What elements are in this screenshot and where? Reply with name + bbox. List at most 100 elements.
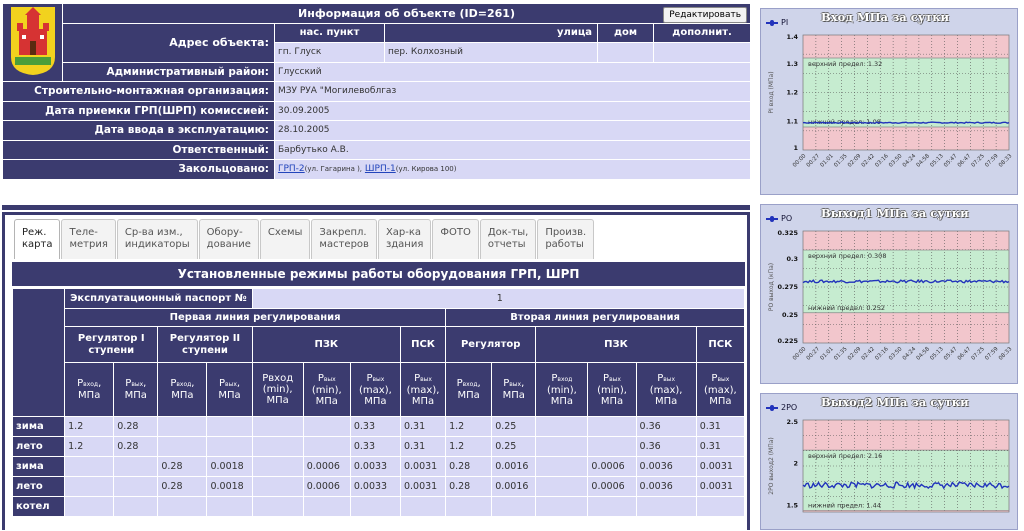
responsible-label: Ответственный: — [2, 139, 275, 160]
tab-label-line2: дование — [206, 239, 251, 250]
district-value: Глусский — [273, 61, 752, 82]
addr-extra — [652, 42, 752, 63]
col-p-in: Pвход, МПа — [157, 362, 208, 417]
acceptance-date-label: Дата приемки ГРП(ШРП) комиссией: — [2, 100, 275, 121]
tab-bar: Реж. карта Теле-метрия Ср-ва изм., индикат… — [14, 219, 595, 259]
legend-label: PO — [781, 214, 793, 223]
y-tick-label: 0.225 — [777, 337, 798, 345]
table-cell — [491, 496, 537, 517]
lower-limit-label: нижний предел: 0.252 — [808, 304, 885, 312]
y-tick-label: 0.325 — [777, 229, 798, 237]
y-tick-label: 0.3 — [786, 255, 798, 263]
tab-masters[interactable]: Закрепл. мастеров — [311, 219, 377, 259]
table-cell: 0.31 — [695, 436, 746, 457]
x-tick-label: 07:59 — [984, 346, 1000, 362]
table-cell: 0.36 — [635, 416, 697, 437]
table-row: лето 1.2 0.28 0.33 0.31 1.2 0.25 0.36 0.31 — [11, 436, 746, 457]
x-tick-label: 07:25 — [970, 346, 986, 362]
loop-link-shrp1[interactable]: ШРП-1 — [364, 164, 396, 175]
row-label: котел — [11, 496, 66, 517]
table-cell — [302, 416, 351, 437]
table-cell: 0.0016 — [491, 476, 537, 497]
tab-label-line2: метрия — [69, 239, 108, 250]
tab-label-line2: мастеров — [319, 239, 369, 250]
table-cell — [535, 436, 589, 457]
table-cell — [251, 496, 304, 517]
upper-limit-label: верхний предел: 0.308 — [808, 252, 886, 260]
castle-icon — [10, 7, 55, 75]
table-cell — [251, 436, 304, 457]
line2-header: Вторая линия регулирования — [445, 308, 745, 327]
tab-documents[interactable]: Док-ты, отчеты — [479, 219, 537, 259]
col-p-out-min: Pвых (min), МПа — [587, 362, 637, 417]
edit-button[interactable]: Редактировать — [663, 7, 748, 23]
x-tick-label: 04:24 — [902, 346, 918, 362]
table-cell — [113, 496, 159, 517]
regime-table: Эксплуатационный паспорт № 1 Первая лини… — [11, 288, 746, 517]
table-cell: 0.0018 — [206, 456, 253, 477]
row-label: зима — [11, 416, 66, 437]
regime-title: Установленные режимы работы оборудования… — [12, 262, 745, 286]
table-cell: 1.2 — [64, 416, 115, 437]
col-p-in-min: Pвход (min), МПа — [535, 362, 589, 417]
pzk2-header: ПЗК — [535, 326, 697, 363]
addr-header-house: дом — [597, 22, 654, 43]
table-row: лето 0.28 0.0018 0.0006 0.0033 0.0031 0.28 0.00… — [11, 476, 746, 497]
table-cell: 0.0018 — [206, 476, 253, 497]
main-area: Информация об объекте (ID=261) Редактиро… — [2, 3, 752, 530]
tab-telemetry[interactable]: Теле-метрия — [61, 219, 116, 259]
tab-schemes[interactable]: Схемы — [259, 219, 311, 259]
loop-note-2: (ул. Кирова 100) — [395, 165, 457, 174]
x-tick-label: 01:35 — [833, 153, 849, 169]
table-cell — [535, 456, 589, 477]
responsible-value: Барбутько А.В. — [273, 139, 752, 160]
table-cell: 1.2 — [64, 436, 115, 457]
tab-mode-map[interactable]: Реж. карта — [14, 219, 61, 259]
x-tick-label: 01:01 — [819, 153, 834, 168]
col-p-out-max: Pвых (max), МПа — [695, 362, 746, 417]
table-cell: 0.0016 — [491, 456, 537, 477]
table-cell — [157, 436, 208, 457]
col-p-in-min: Pвход (min), МПа — [251, 362, 304, 417]
table-cell — [695, 496, 746, 517]
x-tick-label: 01:01 — [819, 346, 834, 361]
table-cell — [113, 476, 159, 497]
object-info-title: Информация об объекте (ID=261) — [298, 6, 515, 20]
tab-equipment[interactable]: Обору-дование — [198, 219, 259, 259]
tab-works[interactable]: Произв. работы — [537, 219, 595, 259]
table-cell — [445, 496, 493, 517]
x-tick-label: 04:58 — [916, 153, 932, 169]
y-tick-label: 1 — [793, 144, 798, 152]
row-label: лето — [11, 436, 66, 457]
reg2-header: Регулятор II ступени — [157, 326, 253, 363]
tab-label-line1: Ср-ва изм., — [124, 227, 183, 238]
chart-title: Выход2 МПа за сутки — [821, 395, 969, 409]
tab-instruments[interactable]: Ср-ва изм., индикаторы — [116, 219, 198, 259]
loop-value: ГРП-2(ул. Гагарина ), ШРП-1(ул. Кирова 1… — [273, 159, 752, 180]
legend-line-icon — [766, 19, 778, 26]
table-cell: 0.28 — [157, 456, 208, 477]
pzk1-header: ПЗК — [251, 326, 401, 363]
chart-output1-pressure: верхний предел: 0.308 нижний предел: 0.25… — [768, 229, 1014, 362]
table-cell: 0.0031 — [695, 456, 746, 477]
x-tick-label: 05:13 — [929, 153, 945, 169]
row-label: лето — [11, 476, 66, 497]
x-tick-label: 00:00 — [792, 153, 808, 169]
table-cell: 0.28 — [445, 456, 493, 477]
x-tick-label: 00:27 — [806, 346, 822, 362]
table-cell: 0.25 — [491, 416, 537, 437]
object-info-header: Информация об объекте (ID=261) Редактиро… — [61, 3, 752, 24]
table-cell — [251, 416, 304, 437]
table-cell: 0.0031 — [399, 476, 447, 497]
table-cell: 0.0006 — [302, 456, 351, 477]
tab-building[interactable]: Хар-ка здания — [377, 219, 432, 259]
tab-photo[interactable]: ФОТО — [432, 219, 479, 259]
table-cell: 0.0031 — [399, 456, 447, 477]
table-cell — [587, 436, 637, 457]
loop-link-grp2[interactable]: ГРП-2 — [278, 164, 305, 175]
regulator2-header: Регулятор — [445, 326, 537, 363]
x-tick-label: 02:42 — [861, 153, 876, 168]
loop-note-1: (ул. Гагарина ), — [304, 165, 363, 174]
legend-label: 2PO — [781, 403, 798, 412]
table-cell: 0.31 — [399, 436, 447, 457]
